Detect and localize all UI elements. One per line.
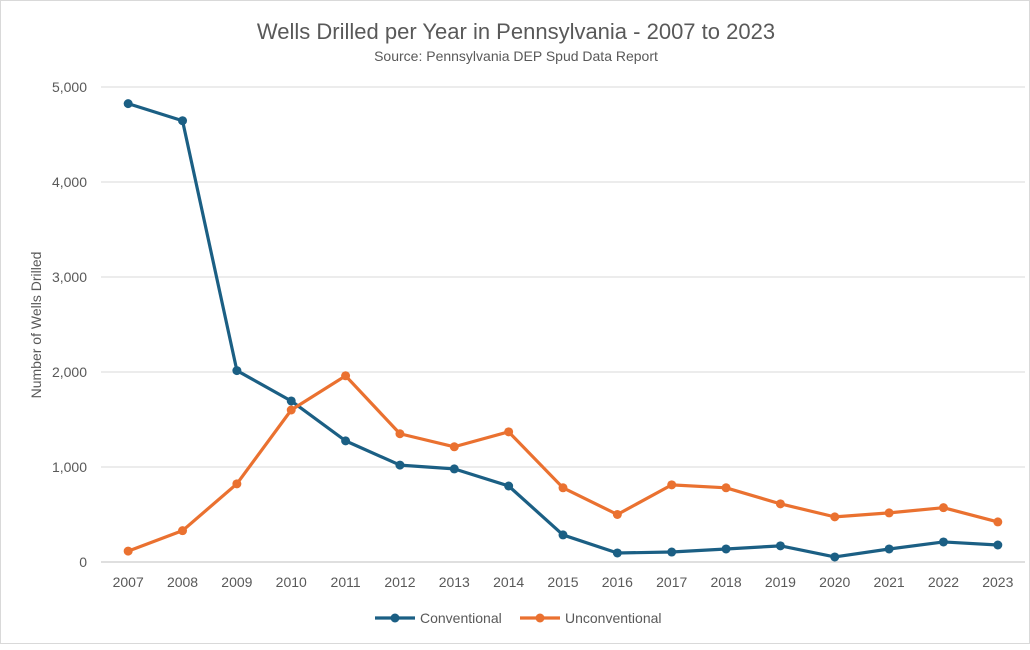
legend-label-unconventional: Unconventional (565, 610, 662, 626)
data-point-unconventional (395, 429, 405, 439)
series-line-unconventional (127, 374, 999, 553)
x-tick-label: 2023 (982, 574, 1013, 590)
y-tick-label: 2,000 (52, 364, 87, 380)
data-point-unconventional (938, 503, 948, 513)
x-tick-label: 2010 (276, 574, 307, 590)
data-point-conventional (667, 547, 677, 557)
y-tick-label: 3,000 (52, 269, 87, 285)
x-tick-label: 2021 (874, 574, 905, 590)
data-point-conventional (558, 530, 568, 540)
data-point-conventional (884, 544, 894, 554)
y-tick-label: 1,000 (52, 459, 87, 475)
data-point-unconventional (504, 427, 514, 437)
data-point-conventional (830, 552, 840, 562)
data-point-conventional (721, 544, 731, 554)
y-axis-label: Number of Wells Drilled (28, 252, 44, 399)
data-point-conventional (775, 541, 785, 551)
x-tick-label: 2013 (439, 574, 470, 590)
data-point-unconventional (123, 546, 133, 556)
y-tick-label: 4,000 (52, 174, 87, 190)
x-tick-label: 2017 (656, 574, 687, 590)
data-point-unconventional (612, 510, 622, 519)
x-tick-label: 2007 (113, 574, 144, 590)
data-point-unconventional (232, 479, 242, 489)
chart-subtitle: Source: Pennsylvania DEP Spud Data Repor… (374, 48, 658, 64)
x-tick-label: 2014 (493, 574, 524, 590)
data-point-unconventional (721, 483, 731, 493)
y-tick-label: 5,000 (52, 79, 87, 95)
x-tick-label: 2016 (602, 574, 633, 590)
x-tick-label: 2011 (331, 574, 361, 590)
y-tick-label: 0 (79, 554, 87, 570)
legend-marker-unconventional (535, 613, 545, 623)
legend-marker-conventional (390, 613, 400, 623)
data-point-conventional (504, 481, 514, 491)
data-point-conventional (286, 396, 296, 406)
data-point-unconventional (884, 508, 894, 518)
data-point-unconventional (830, 512, 840, 522)
x-tick-label: 2019 (765, 574, 796, 590)
data-point-conventional (232, 366, 242, 376)
x-tick-label: 2009 (221, 574, 252, 590)
data-point-unconventional (667, 480, 677, 490)
chart-title: Wells Drilled per Year in Pennsylvania -… (257, 19, 775, 44)
x-tick-label: 2015 (547, 574, 578, 590)
data-point-unconventional (775, 499, 785, 509)
x-tick-label: 2012 (384, 574, 415, 590)
data-point-conventional (612, 548, 622, 558)
data-point-unconventional (341, 371, 351, 381)
data-point-unconventional (286, 405, 296, 415)
data-point-conventional (178, 116, 188, 126)
data-point-conventional (395, 460, 405, 470)
data-point-conventional (938, 537, 948, 547)
data-point-conventional (341, 436, 351, 446)
data-point-unconventional (558, 483, 568, 493)
x-tick-label: 2022 (928, 574, 959, 590)
x-tick-label: 2008 (167, 574, 198, 590)
data-point-unconventional (449, 442, 459, 452)
data-point-conventional (993, 540, 1003, 550)
data-point-conventional (123, 99, 133, 109)
data-point-unconventional (993, 517, 1003, 527)
x-tick-label: 2018 (710, 574, 741, 590)
x-tick-label: 2020 (819, 574, 850, 590)
data-point-unconventional (178, 526, 188, 536)
data-point-conventional (449, 464, 459, 474)
legend-label-conventional: Conventional (420, 610, 502, 626)
